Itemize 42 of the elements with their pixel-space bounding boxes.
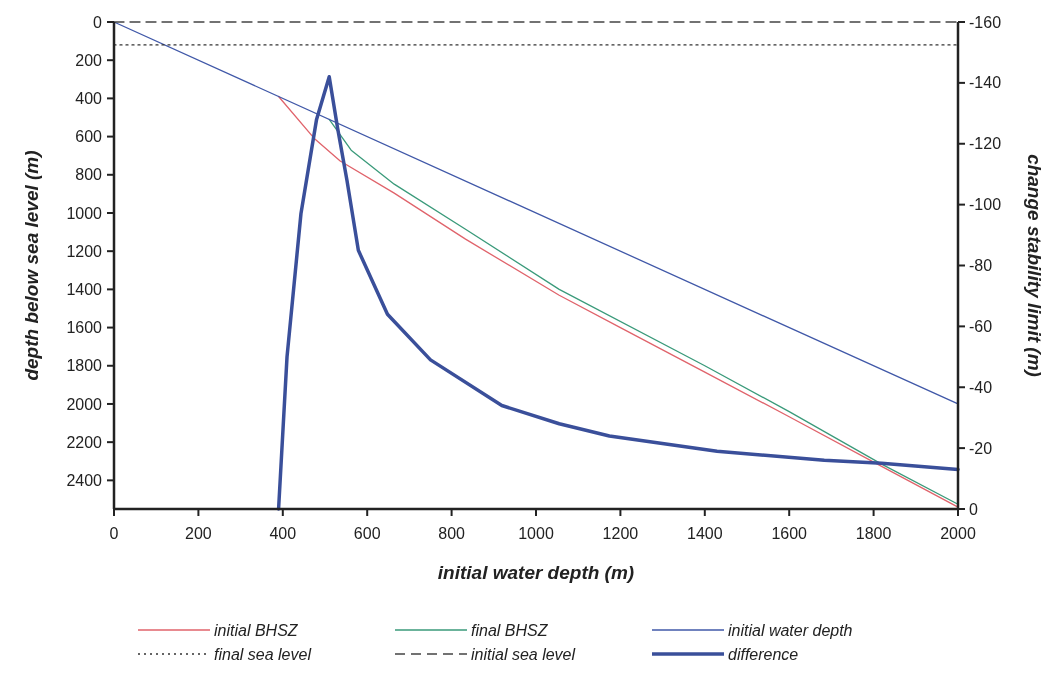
x-tick-label: 800 — [438, 525, 466, 542]
y-tick-label: 800 — [75, 166, 103, 184]
x-tick-label: 1200 — [602, 525, 639, 542]
legend-label: final BHSZ — [471, 621, 549, 639]
y2-tick-label: -60 — [969, 317, 993, 335]
legend-label: difference — [728, 645, 799, 663]
y-tick-label: 1400 — [66, 280, 103, 298]
y-tick-label: 1000 — [66, 204, 103, 222]
x-tick-label: 1800 — [855, 525, 892, 542]
x-tick-label: 200 — [185, 525, 212, 542]
y2-tick-label: -100 — [969, 196, 1002, 214]
y-axis-title: depth below sea level (m) — [21, 150, 42, 381]
y2-tick-label: -20 — [969, 439, 993, 457]
y-tick-label: 600 — [75, 128, 103, 146]
legend-label: initial water depth — [728, 621, 853, 639]
y-tick-label: 1600 — [66, 319, 103, 337]
x-tick-label: 0 — [109, 525, 119, 542]
y-tick-label: 2000 — [66, 395, 103, 413]
y-tick-label: 2400 — [66, 471, 103, 489]
y-tick-label: 400 — [75, 89, 103, 107]
y2-tick-label: -80 — [969, 257, 993, 275]
y2-tick-label: -160 — [969, 13, 1002, 31]
x-tick-label: 1400 — [687, 525, 723, 542]
y2-tick-label: -120 — [969, 135, 1002, 153]
x-tick-label: 600 — [353, 525, 381, 542]
y-tick-label: 0 — [93, 13, 103, 31]
y-tick-label: 1800 — [66, 357, 103, 375]
x-tick-label: 1600 — [771, 525, 808, 542]
x-tick-label: 1000 — [518, 525, 554, 542]
x-tick-label: 400 — [269, 525, 297, 542]
y2-tick-label: -40 — [969, 378, 993, 396]
legend-label: initial sea level — [471, 645, 576, 663]
y2-tick-label: -140 — [969, 74, 1002, 92]
legend-label: initial BHSZ — [214, 621, 299, 639]
y-tick-label: 2200 — [66, 433, 103, 451]
y2-tick-label: 0 — [969, 500, 978, 518]
y-tick-label: 1200 — [66, 242, 103, 260]
x-tick-label: 2000 — [940, 525, 976, 542]
y2-axis-title: change stability limit (m) — [1024, 154, 1045, 377]
x-axis-title: initial water depth (m) — [437, 562, 635, 583]
legend-label: final sea level — [214, 645, 312, 663]
y-tick-label: 200 — [75, 51, 103, 69]
